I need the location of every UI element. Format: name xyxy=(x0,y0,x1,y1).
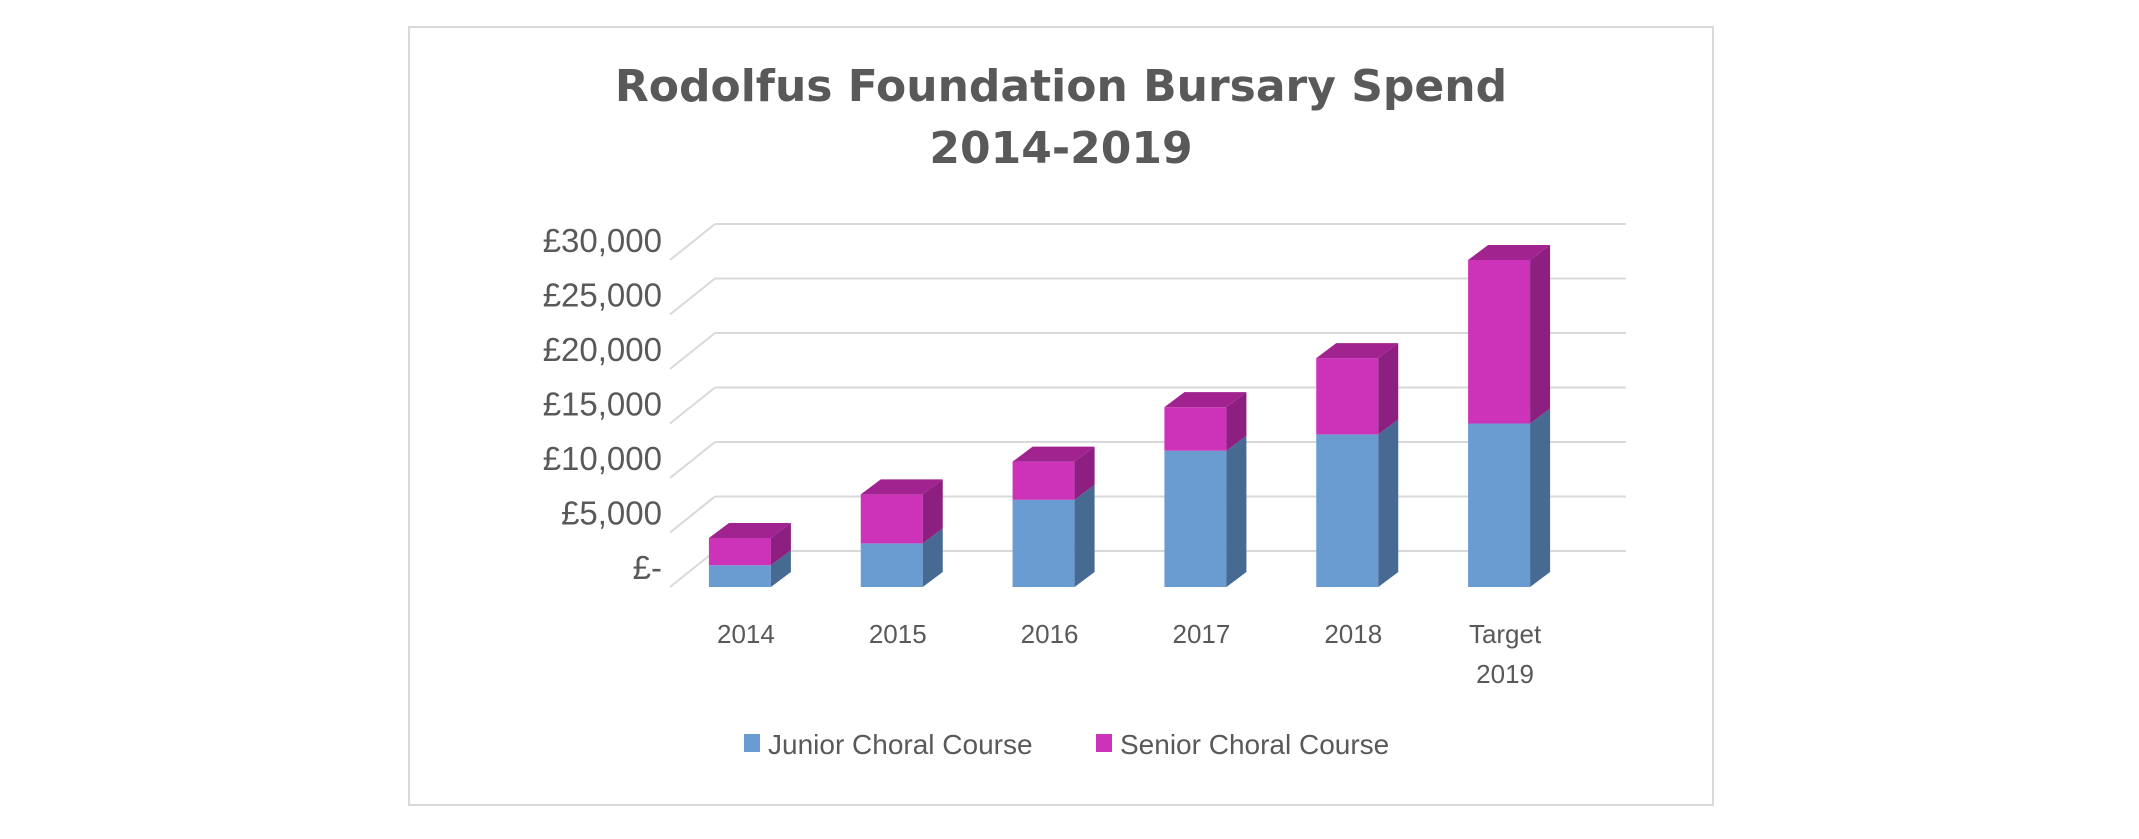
bar-segment-front xyxy=(1012,499,1075,587)
y-tick-label: £30,000 xyxy=(543,222,662,259)
bar-segment-side xyxy=(1074,484,1095,587)
bar-segment-side xyxy=(770,550,791,587)
bar-segment-front xyxy=(1316,434,1379,587)
x-category-label: 2016 xyxy=(1021,619,1079,649)
gridline-diagonal xyxy=(669,386,716,425)
bar-segment-front xyxy=(1468,423,1531,587)
bar-segment-side xyxy=(1378,419,1399,587)
bar-segment-top xyxy=(1012,446,1095,462)
y-tick-label: £- xyxy=(633,549,662,586)
y-tick-label: £10,000 xyxy=(543,440,662,477)
bar-segment-front xyxy=(860,494,923,544)
chart-plot: £- £5,000 £10,000 £15,000 £20,000 £25,000 £30,… xyxy=(543,222,1626,760)
chart-title-line-1: Rodolfus Foundation Bursary Spend xyxy=(614,61,1508,112)
bar-segment-top xyxy=(860,479,943,495)
x-category-label: 2017 xyxy=(1172,619,1230,649)
y-tick-label: £15,000 xyxy=(543,386,662,423)
y-axis-tick-labels: £- £5,000 £10,000 £15,000 £20,000 £25,000 £30,… xyxy=(543,222,662,586)
bar-segment-front xyxy=(860,543,923,587)
gridline-diagonal xyxy=(669,277,716,316)
y-tick-label: £5,000 xyxy=(561,495,662,532)
x-category-label: 2018 xyxy=(1324,619,1382,649)
chart-title-line-2: 2014-2019 xyxy=(929,123,1193,174)
legend: Junior Choral Course Senior Choral Course xyxy=(744,729,1389,760)
y-tick-label: £25,000 xyxy=(543,277,662,314)
bar-segment-front xyxy=(1316,358,1379,435)
legend-label: Senior Choral Course xyxy=(1120,729,1389,760)
bar-segment-side xyxy=(1530,408,1551,587)
gridline-diagonal xyxy=(669,441,716,479)
bar-segment-side xyxy=(1226,392,1247,451)
bar-segment-front xyxy=(1164,407,1227,451)
bar-segment-front xyxy=(1468,260,1531,424)
bar-segment-front xyxy=(1012,461,1075,500)
bar-segment-front xyxy=(708,537,771,566)
bar-segment-side xyxy=(922,479,943,544)
gridline-diagonal xyxy=(669,223,716,261)
x-category-label: 2014 xyxy=(717,619,775,649)
x-axis-category-labels: 2014 2015 2016 2017 2018 Target 2019 xyxy=(717,619,1542,689)
bar-segment-top xyxy=(1468,245,1551,260)
legend-swatch xyxy=(744,734,760,752)
chart-area: Rodolfus Foundation Bursary Spend 2014-2… xyxy=(408,26,1714,806)
bar-segment-front xyxy=(1164,450,1227,587)
bar-segment-side xyxy=(1378,343,1399,435)
chart-title: Rodolfus Foundation Bursary Spend 2014-2… xyxy=(410,56,1712,180)
legend-label: Junior Choral Course xyxy=(768,729,1033,760)
bar-segment-side xyxy=(1226,435,1247,587)
bar-segment-side xyxy=(1074,446,1095,500)
gridline-diagonal xyxy=(669,550,716,588)
bars xyxy=(708,245,1551,587)
x-category-label: Target xyxy=(1469,619,1542,649)
gridline-diagonal xyxy=(669,495,716,534)
gridline-diagonal xyxy=(669,332,716,370)
bar-segment-top xyxy=(1316,343,1399,359)
bar-segment-top xyxy=(1164,392,1247,408)
bar-segment-front xyxy=(708,565,771,587)
y-tick-label: £20,000 xyxy=(543,331,662,368)
x-category-label: 2015 xyxy=(869,619,927,649)
legend-swatch xyxy=(1096,734,1112,752)
bar-segment-side xyxy=(1530,245,1551,424)
x-category-label: 2019 xyxy=(1476,659,1534,689)
bar-segment-side xyxy=(922,528,943,587)
bar-segment-side xyxy=(770,522,791,566)
bar-segment-top xyxy=(708,522,791,538)
